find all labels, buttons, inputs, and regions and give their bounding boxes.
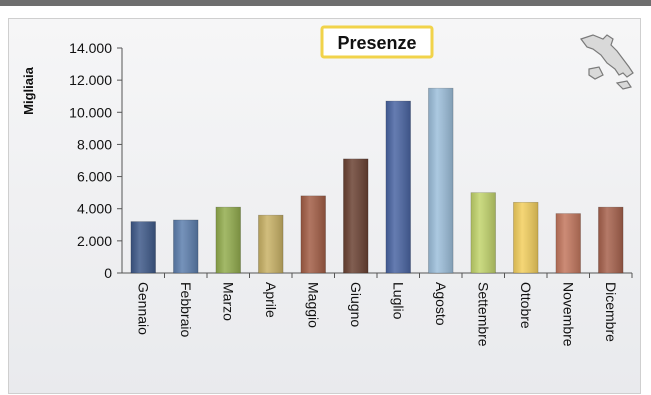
bar-chart: 0 2.000 4.000 6.000 8.000 10.000 12.000 14.000 G… [21,25,634,347]
y-tick-label: 2.000 [77,233,112,249]
bar-shading [173,219,199,273]
bar-shading [385,101,411,274]
x-tick-label: Maggio [305,282,321,328]
x-tick-label: Novembre [560,282,576,347]
italy-map-icon [580,34,634,90]
x-tick-label: Gennaio [135,282,151,335]
bar-shading [598,207,624,273]
bar-shading [555,213,581,273]
y-tick-label: 6.000 [77,169,112,185]
y-tick-label: 8.000 [77,136,112,152]
x-tick-label: Ottobre [518,282,534,329]
plot-area: 0 2.000 4.000 6.000 8.000 10.000 12.000 14.000 G… [8,18,641,394]
x-tick-label: Febbraio [178,282,194,337]
y-tick-label: 10.000 [69,104,112,120]
bar-shading [300,195,326,273]
bar-shading [343,158,369,273]
bar-shading [258,215,284,273]
x-tick-label: Aprile [263,282,279,318]
bar-shading [513,202,539,273]
x-tick-label: Settembre [475,282,491,347]
x-tick-label: Giugno [348,282,364,327]
bar-shading [428,88,454,273]
y-axis-label: Migliaia [21,66,36,114]
x-tick-label: Agosto [433,282,449,326]
y-tick-label: 0 [104,265,112,281]
x-tick-label: Dicembre [603,282,619,342]
y-tick-label: 14.000 [69,40,112,56]
y-tick-label: 4.000 [77,201,112,217]
title-border [320,25,434,59]
y-tick-label: 12.000 [69,72,112,88]
bar-shading [470,192,496,273]
x-tick-label: Marzo [220,282,236,321]
bar-shading [130,221,156,273]
chart-title-box: Presenze [320,25,434,59]
x-tick-label: Luglio [390,282,406,320]
bar-shading [215,207,241,273]
chart-title: Presenze [337,33,416,53]
